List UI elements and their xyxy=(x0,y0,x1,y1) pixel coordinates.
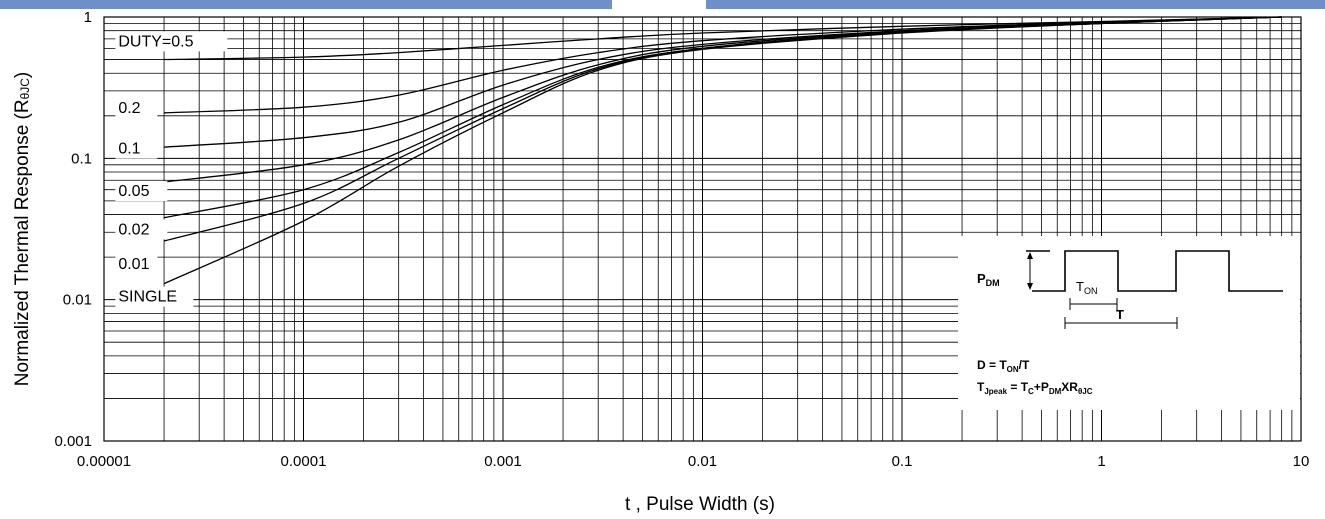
y-axis-title: Normalized Thermal Response (RθJC) xyxy=(12,72,33,387)
plot-frame xyxy=(103,16,1302,442)
grid-layer xyxy=(103,17,1301,442)
series-label: 0.1 xyxy=(118,141,140,158)
y-tick-label: 0.01 xyxy=(63,292,92,309)
series-label: 0.01 xyxy=(118,256,149,273)
ton-label: TON xyxy=(1076,279,1097,296)
series-curve xyxy=(163,16,1282,242)
series-curve xyxy=(164,16,1282,148)
x-tick-label: 10 xyxy=(1293,453,1310,470)
pulse-waveform xyxy=(1032,250,1283,292)
series-curve xyxy=(164,16,1282,61)
series-curve xyxy=(164,16,1282,114)
pulse-diagram-inset: PDM TON T D = TON/T TJpeak = TC+PDMXRθJC xyxy=(958,236,1300,410)
series-label-background xyxy=(115,219,168,240)
x-tick-label: 0.1 xyxy=(892,453,913,470)
series-label-background xyxy=(115,138,158,159)
x-tick-label: 0.001 xyxy=(484,453,522,470)
series-label: 0.02 xyxy=(118,221,149,238)
x-tick-label: 0.00001 xyxy=(77,453,131,470)
series-curve xyxy=(163,16,1282,285)
series-label-background xyxy=(115,253,158,274)
header-band-left xyxy=(0,0,612,9)
duty-equation: D = TON/T xyxy=(977,358,1030,374)
series-curve xyxy=(164,16,1282,183)
y-tick-label: 1 xyxy=(84,9,92,26)
series-label-layer: DUTY=0.5 0.2 0.1 0.05 0.02 0.01 SINGLE xyxy=(115,31,228,307)
pdm-arrow-head-top xyxy=(1027,252,1033,259)
series-label: SINGLE xyxy=(118,289,177,306)
y-tick-label: 0.1 xyxy=(71,150,92,167)
header-band-right xyxy=(706,0,1325,9)
series-label-background xyxy=(115,286,194,307)
series-label: DUTY=0.5 xyxy=(118,33,193,50)
x-axis-title: t , Pulse Width (s) xyxy=(625,494,775,515)
series-label-background xyxy=(115,97,158,118)
tjpeak-equation: TJpeak = TC+PDMXRθJC xyxy=(977,380,1093,396)
pdm-label: PDM xyxy=(977,271,1000,288)
series-label-background xyxy=(115,181,168,202)
series-label-background xyxy=(115,31,228,52)
x-tick-label: 0.0001 xyxy=(281,453,327,470)
x-tick-label: 0.01 xyxy=(688,453,717,470)
x-tick-label: 1 xyxy=(1097,453,1105,470)
curve-layer xyxy=(163,16,1282,285)
pdm-arrow-head-bottom xyxy=(1027,283,1033,290)
series-label: 0.2 xyxy=(118,100,140,117)
tick-label-layer: 0.00001 0.0001 0.001 0.01 0.1 1 10 0.001 0.01 0.1… xyxy=(54,9,1309,470)
period-label: T xyxy=(1116,307,1124,322)
series-label: 0.05 xyxy=(118,183,149,200)
y-tick-label: 0.001 xyxy=(54,433,92,450)
